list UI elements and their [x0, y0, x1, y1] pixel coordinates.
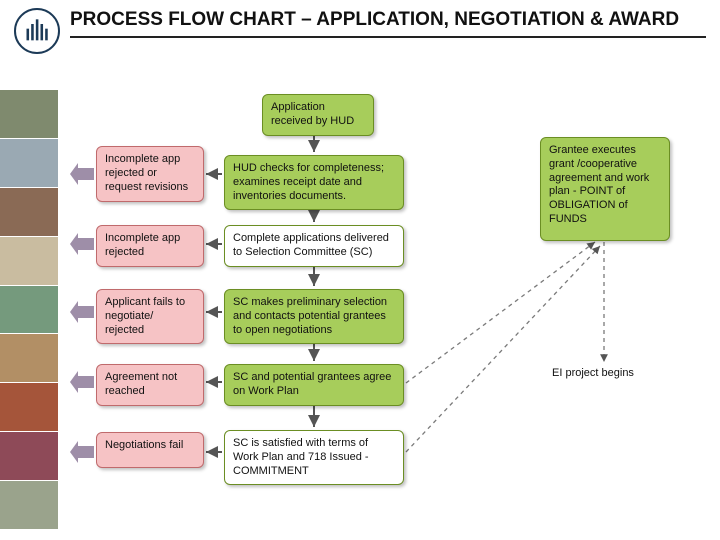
page-title: PROCESS FLOW CHART – APPLICATION, NEGOTI… [70, 8, 706, 38]
node-c3: SC makes preliminary selection and conta… [224, 289, 404, 344]
node-c2: Complete applications delivered to Selec… [224, 225, 404, 267]
node-c4: SC and potential grantees agree on Work … [224, 364, 404, 406]
node-l4: Agreement not reached [96, 364, 204, 406]
node-start: Application received by HUD [262, 94, 374, 136]
node-l5: Negotiations fail [96, 432, 204, 468]
page-header: PROCESS FLOW CHART – APPLICATION, NEGOTI… [14, 8, 706, 54]
node-c5: SC is satisfied with terms of Work Plan … [224, 430, 404, 485]
node-r1: Grantee executes grant /cooperative agre… [540, 137, 670, 241]
hud-logo [14, 8, 60, 54]
node-l1: Incomplete app rejected or request revis… [96, 146, 204, 202]
node-l2: Incomplete app rejected [96, 225, 204, 267]
node-r2: EI project begins [552, 367, 662, 387]
node-c1: HUD checks for completeness; examines re… [224, 155, 404, 210]
node-l3: Applicant fails to negotiate/ rejected [96, 289, 204, 344]
sidebar-photo-strip [0, 90, 58, 530]
